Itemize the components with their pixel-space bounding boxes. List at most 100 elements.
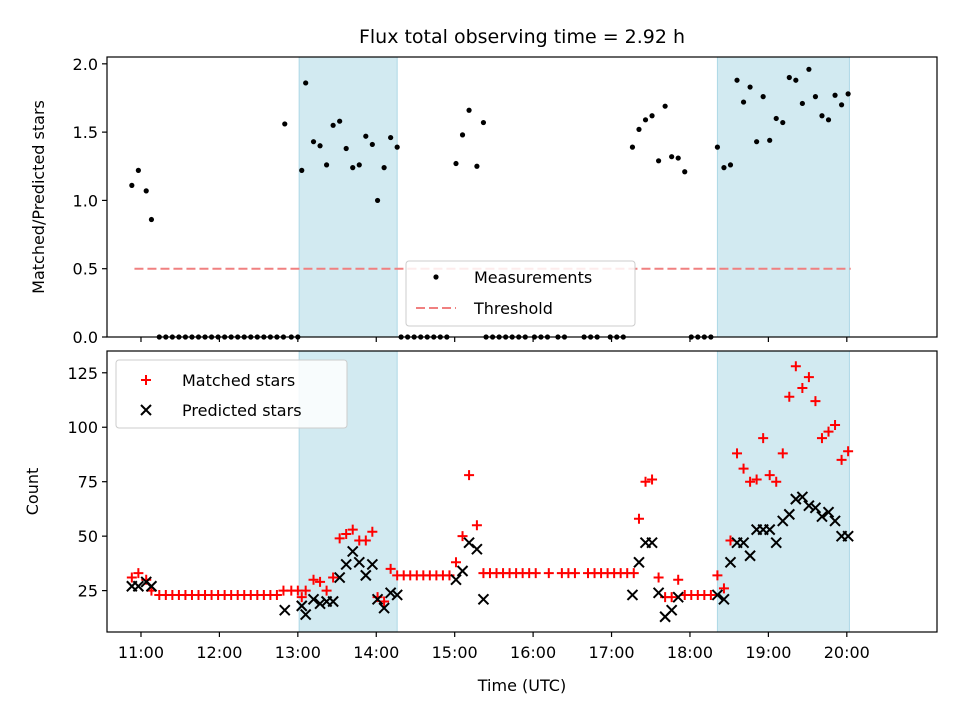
predicted-star-marker <box>456 565 469 577</box>
y-tick-label: 1.5 <box>73 123 98 142</box>
predicted-star-marker <box>646 536 658 549</box>
legend-predicted-label: Predicted stars <box>182 401 302 420</box>
measurement-point <box>669 154 675 160</box>
y-tick-label: 50 <box>78 527 98 546</box>
predicted-star-marker <box>672 591 684 603</box>
matched-star-marker <box>315 576 326 587</box>
predicted-star-marker <box>790 493 802 505</box>
observing-window <box>716 350 850 633</box>
measurement-point <box>754 139 760 145</box>
legend-plus-icon <box>141 375 151 385</box>
matched-star-marker <box>803 372 814 383</box>
measurement-point <box>636 126 642 132</box>
predicted-star-marker <box>132 580 145 592</box>
matched-star-marker <box>823 426 834 437</box>
y-tick-label: 1.0 <box>73 191 98 210</box>
predicted-star-marker <box>477 593 490 606</box>
matched-star-marker <box>843 446 854 457</box>
predicted-star-marker <box>327 595 339 608</box>
count-axes: 25 50 75 100 125 11:00 12:00 13:00 14:00 15:00 16:… <box>67 350 938 662</box>
measurement-point <box>317 143 323 149</box>
measurement-point <box>806 66 812 72</box>
measurement-point <box>374 197 381 204</box>
matched-star-marker <box>718 583 729 594</box>
observing-window <box>716 56 850 338</box>
legend-x-icon <box>140 404 152 416</box>
x-tick-label: 18:00 <box>667 643 713 662</box>
y-tick-label: 0.0 <box>73 328 98 347</box>
matched-star-marker <box>133 568 144 579</box>
predicted-star-marker <box>366 558 379 571</box>
measurement-point <box>337 118 343 124</box>
matched-star-marker <box>271 589 282 600</box>
matched-star-marker <box>360 535 371 546</box>
predicted-star-marker <box>652 587 665 599</box>
matched-star-marker <box>640 476 651 487</box>
measurement-point <box>838 102 845 108</box>
x-tick-label: 11:00 <box>118 643 164 662</box>
measurement-point <box>773 115 779 122</box>
matched-star-marker <box>745 476 756 487</box>
measurement-point <box>480 119 487 126</box>
matched-star-marker <box>712 570 723 581</box>
predicted-star-marker <box>371 593 384 606</box>
measurement-point <box>369 141 375 148</box>
predicted-star-marker <box>347 545 359 558</box>
matched-star-marker <box>471 520 482 531</box>
matched-star-marker <box>341 528 352 539</box>
predicted-star-marker <box>770 536 782 549</box>
measurement-point <box>649 113 655 119</box>
x-tick-label: 17:00 <box>588 643 634 662</box>
measurement-point <box>747 84 753 90</box>
predicted-star-marker <box>829 515 841 527</box>
predicted-star-marker <box>633 556 645 569</box>
predicted-star-marker <box>279 604 291 616</box>
measurement-point <box>299 167 305 173</box>
measurement-point <box>303 80 309 86</box>
predicted-star-marker <box>744 550 756 562</box>
predicted-star-marker <box>391 589 403 601</box>
measurement-point <box>780 119 786 126</box>
measurement-point <box>148 216 155 223</box>
predicted-star-marker <box>307 593 320 606</box>
x-tick-label: 19:00 <box>745 643 791 662</box>
measurement-point <box>282 121 288 127</box>
legend-threshold-label: Threshold <box>473 299 553 318</box>
measurement-point <box>323 162 330 168</box>
predicted-star-marker <box>333 571 346 584</box>
x-axis-label: Time (UTC) <box>477 676 566 695</box>
matched-star-marker <box>738 463 749 474</box>
measurement-point <box>682 169 688 175</box>
measurement-point <box>819 113 825 119</box>
measurement-point <box>727 162 734 168</box>
matched-star-marker <box>450 557 461 568</box>
y-tick-label: 25 <box>78 582 98 601</box>
observing-window-shading <box>298 350 850 633</box>
predicted-star-marker <box>763 523 776 536</box>
matched-star-marker <box>385 563 396 574</box>
measurement-point <box>453 160 459 167</box>
measurement-point <box>793 77 799 83</box>
matched-star-marker <box>296 592 307 603</box>
matched-star-marker <box>816 433 827 444</box>
legend-box <box>405 260 636 327</box>
matched-star-marker <box>628 568 639 579</box>
measurement-point <box>143 188 149 194</box>
matched-star-marker <box>321 585 332 596</box>
measurement-point <box>662 103 668 109</box>
measurement-point <box>466 107 472 113</box>
matched-star-marker <box>751 474 762 485</box>
matched-star-marker <box>543 568 554 579</box>
count-panel: 25 50 75 100 125 11:00 12:00 13:00 14:00 15:00 16:… <box>23 350 938 695</box>
measurement-point <box>832 92 838 98</box>
measurement-point <box>767 137 773 143</box>
matched-star-marker <box>569 568 580 579</box>
y-tick-label: 0.5 <box>73 260 98 279</box>
matched-star-marker <box>633 513 644 524</box>
matched-star-marker <box>758 433 769 444</box>
measurement-point <box>734 77 740 83</box>
observing-window-shading <box>298 56 850 338</box>
matched-star-marker <box>300 585 311 596</box>
ratio-legend: Measurements Threshold <box>405 260 636 327</box>
legend-box <box>115 359 348 429</box>
